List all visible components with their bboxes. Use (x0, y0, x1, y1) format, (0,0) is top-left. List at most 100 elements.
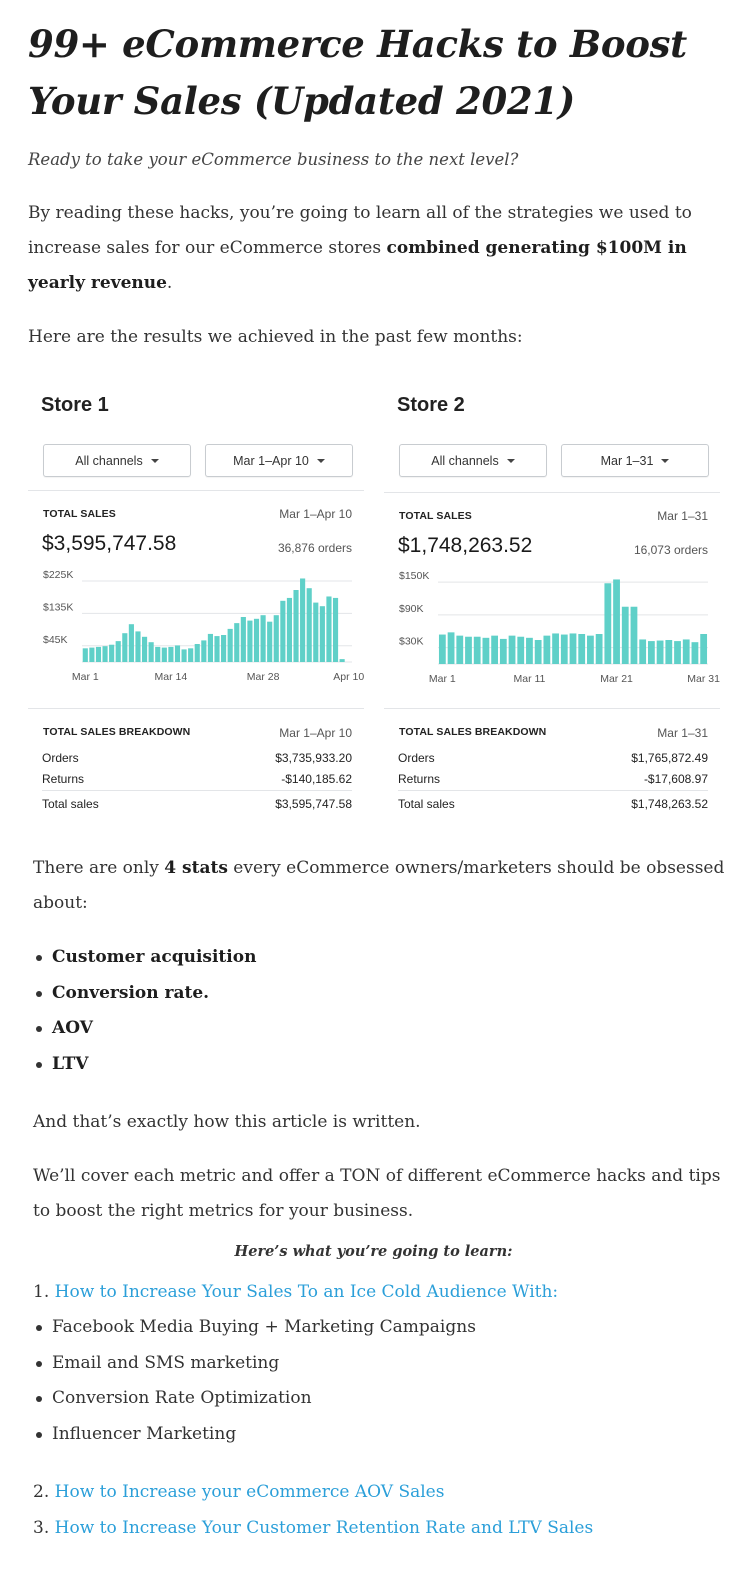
bar (300, 578, 306, 662)
bar (122, 633, 128, 662)
sales-bar-chart: $150K $90K $30K Mar 1 Mar 11 Mar 21 Mar 31 (399, 570, 720, 685)
bar (578, 634, 586, 664)
bar (656, 640, 664, 664)
bar (332, 597, 339, 662)
bar (630, 606, 638, 664)
toc-link-2[interactable]: How to Increase your eCommerce AOV Sales (54, 1482, 445, 1502)
orders-count: 36,876 orders (277, 541, 352, 555)
bar (214, 636, 220, 662)
intro-prefix: By reading these hacks, you’re going to … (28, 203, 692, 258)
list-item: Customer acquisition (33, 940, 256, 976)
bar (221, 635, 227, 662)
bar (326, 596, 332, 662)
divider (384, 708, 720, 709)
list-item: AOV (33, 1011, 256, 1047)
orders-count: 16,073 orders (633, 543, 708, 557)
bar (148, 642, 154, 662)
article-lead: Ready to take your eCommerce business to… (28, 150, 519, 169)
store-2-panel: Store 2 All channels Mar 1–31 TOTAL SALE… (384, 378, 720, 828)
list-item: Influencer Marketing (33, 1417, 476, 1453)
y-tick-label: $90K (399, 603, 424, 615)
toc-number: 1. (33, 1282, 50, 1302)
chevron-down-icon (316, 458, 325, 463)
bar (82, 648, 88, 662)
list-item: Email and SMS marketing (33, 1346, 476, 1382)
returns-value: -$140,185.62 (281, 772, 352, 786)
bar (102, 646, 108, 662)
bar (188, 648, 194, 662)
toc-link-3[interactable]: How to Increase Your Customer Retention … (54, 1518, 594, 1538)
bar (674, 641, 681, 664)
list-item: Conversion rate. (33, 976, 256, 1012)
bar (286, 597, 293, 662)
total-sales-value: $3,595,747.58 (42, 532, 177, 555)
bar (339, 659, 345, 662)
intro-suffix: . (166, 273, 173, 293)
list-item: Facebook Media Buying + Marketing Campai… (33, 1310, 476, 1346)
cover-paragraph: We’ll cover each metric and offer a TON … (33, 1166, 721, 1221)
bar (247, 620, 253, 662)
bar (517, 636, 525, 664)
bar (128, 624, 134, 662)
bar (201, 640, 207, 662)
x-tick-label: Apr 10 (333, 671, 364, 683)
orders-label: Orders (42, 751, 79, 765)
total-sales-value: $1,748,263.52 (398, 534, 533, 557)
bar (89, 647, 95, 662)
divider (398, 790, 708, 791)
date-range-label: Mar 1–31 (600, 453, 654, 468)
article-title: 99+ eCommerce Hacks to Boost Your Sales … (28, 22, 687, 123)
learn-heading: Here’s what you’re going to learn: (234, 1243, 513, 1260)
bar (319, 606, 325, 662)
bar (543, 635, 551, 664)
total-value: $1,748,263.52 (631, 797, 708, 811)
channels-label: All channels (75, 453, 143, 468)
total-value: $3,595,747.58 (275, 797, 352, 811)
toc-sub-list: Facebook Media Buying + Marketing Campai… (33, 1310, 476, 1452)
bar (465, 636, 472, 664)
total-sales-range: Mar 1–31 (657, 509, 708, 523)
breakdown-label: TOTAL SALES BREAKDOWN (399, 726, 547, 738)
y-tick-label: $45K (43, 634, 68, 646)
bar (682, 639, 690, 664)
orders-label: Orders (398, 751, 435, 765)
list-item: Conversion Rate Optimization (33, 1381, 476, 1417)
total-label: Total sales (42, 797, 99, 811)
divider (42, 790, 352, 791)
sales-dashboard-image: Store 1 All channels Mar 1–Apr 10 TOTAL … (28, 378, 722, 828)
bar (700, 634, 708, 664)
breakdown-range: Mar 1–31 (657, 726, 708, 740)
y-tick-label: $150K (399, 570, 429, 582)
bar (280, 600, 286, 662)
toc-number: 3. (33, 1518, 50, 1538)
divider (384, 492, 720, 493)
written-paragraph: And that’s exactly how this article is w… (33, 1112, 421, 1132)
stats-list: Customer acquisition Conversion rate. AO… (33, 940, 256, 1082)
bar (306, 588, 312, 662)
bar (491, 635, 499, 664)
stats-paragraph: There are only 4 stats every eCommerce o… (33, 851, 738, 921)
bar (207, 633, 213, 662)
bar (569, 633, 577, 664)
divider (28, 708, 364, 709)
bar (552, 633, 559, 664)
bar (508, 635, 516, 664)
bar (234, 623, 240, 662)
toc-link-1[interactable]: How to Increase Your Sales To an Ice Col… (54, 1282, 559, 1302)
chevron-down-icon (661, 458, 670, 463)
bar (115, 641, 121, 662)
stats-bold: 4 stats (164, 858, 228, 878)
channels-label: All channels (431, 453, 499, 468)
y-tick-label: $135K (43, 601, 73, 613)
divider (28, 490, 364, 491)
bar (621, 606, 629, 664)
breakdown-range: Mar 1–Apr 10 (279, 726, 352, 740)
bar (595, 634, 603, 664)
total-label: Total sales (398, 797, 455, 811)
intro-bold: combined generating $100M in yearly reve… (28, 238, 687, 293)
y-tick-label: $30K (399, 636, 424, 648)
stats-prefix: There are only (33, 858, 165, 878)
bar (155, 646, 161, 662)
bar (647, 641, 655, 664)
